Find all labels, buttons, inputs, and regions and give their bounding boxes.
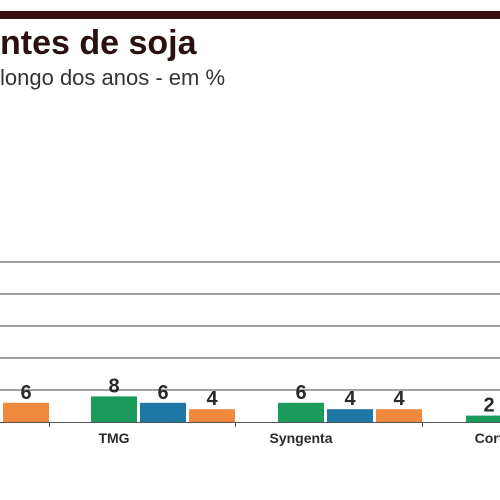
bar	[327, 409, 373, 422]
category-label: TMG	[98, 430, 129, 446]
chart-subtitle: longo dos anos - em %	[0, 65, 226, 90]
bar	[91, 396, 137, 422]
bar	[140, 402, 186, 422]
data-label: 2	[483, 395, 494, 417]
bar	[466, 415, 500, 422]
data-label: 8	[108, 375, 119, 397]
category-label: Cort	[475, 430, 500, 446]
chart-title: ntes de soja	[0, 24, 197, 62]
bar	[3, 402, 49, 422]
data-label: 4	[206, 388, 218, 410]
bar	[376, 409, 422, 422]
data-label: 4	[393, 388, 405, 410]
data-label: 6	[157, 382, 168, 404]
header-rule	[0, 11, 500, 19]
data-label: 6	[295, 382, 306, 404]
bar	[278, 402, 324, 422]
category-label: Syngenta	[269, 430, 332, 446]
data-label: 6	[20, 382, 31, 404]
data-label: 4	[344, 388, 356, 410]
bar	[189, 409, 235, 422]
